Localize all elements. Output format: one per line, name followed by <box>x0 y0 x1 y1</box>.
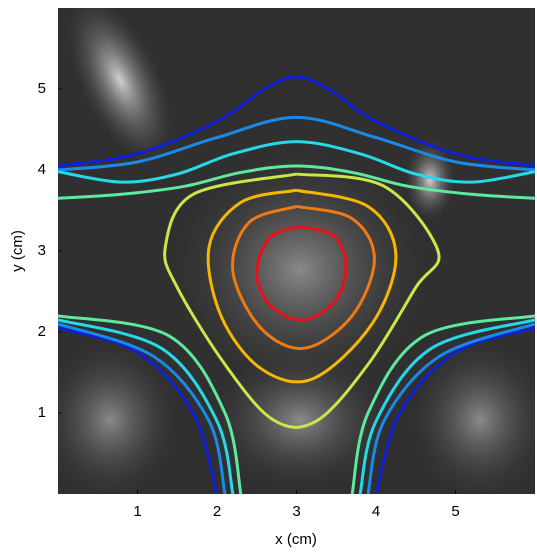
y-tick-label: 5 <box>38 80 46 97</box>
x-tick-label: 2 <box>213 503 221 520</box>
x-tick-label: 4 <box>372 503 380 520</box>
x-tick-label: 5 <box>451 503 459 520</box>
y-tick-label: 4 <box>38 161 46 178</box>
y-tick-label: 3 <box>38 242 46 259</box>
x-tick-label: 3 <box>292 503 300 520</box>
y-axis-label: y (cm) <box>9 230 26 272</box>
x-tick-label: 1 <box>133 503 141 520</box>
x-axis-label: x (cm) <box>275 531 317 548</box>
page: {"chart_data": {"type": "contour", "xlab… <box>0 0 537 557</box>
y-tick-label: 2 <box>38 323 46 340</box>
chart: x (cm) y (cm) 1 2 3 4 5 1 2 3 4 5 <box>0 0 537 557</box>
y-tick-label: 1 <box>38 404 46 421</box>
